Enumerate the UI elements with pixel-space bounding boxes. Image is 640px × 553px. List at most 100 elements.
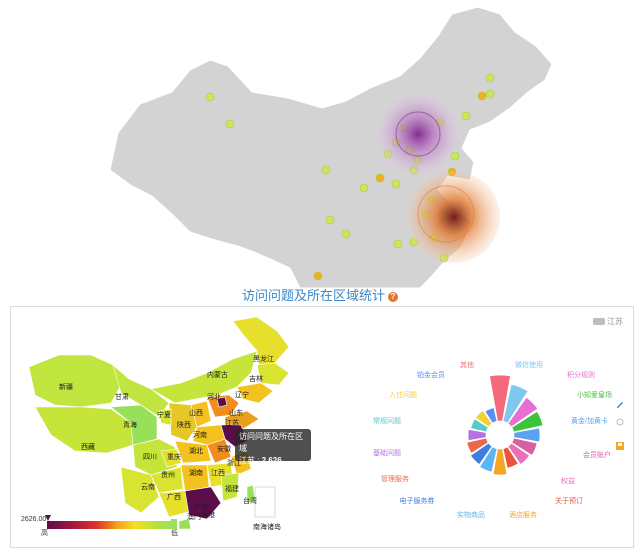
city-marker[interactable] xyxy=(325,215,335,225)
province-label: 南海诸岛 xyxy=(253,522,281,531)
province-label: 福建 xyxy=(225,484,239,493)
help-icon[interactable]: ? xyxy=(388,291,398,302)
rose-label: 铂金会员 xyxy=(417,370,445,379)
province-hunan xyxy=(180,464,210,492)
save-icon[interactable] xyxy=(615,441,625,451)
city-marker[interactable] xyxy=(485,73,495,83)
city-marker[interactable] xyxy=(341,229,351,239)
province-label: 甘肃 xyxy=(115,392,129,401)
chart-panel: 新疆 西藏 青海 甘肃 宁夏 四川 云南 重庆 贵州 广西 陕西 山西 河南 湖北 湖南 广东 江西 安徽 浙江 福建… xyxy=(10,306,634,548)
refresh-icon[interactable] xyxy=(615,417,625,427)
province-chongqing xyxy=(160,448,182,468)
rose-label: 微信使用 xyxy=(515,360,543,369)
rose-slice[interactable] xyxy=(470,418,489,433)
city-marker[interactable] xyxy=(321,165,331,175)
province-label: 台湾 xyxy=(243,496,257,505)
rose-slice[interactable] xyxy=(507,442,531,466)
province-label: 澳门 xyxy=(187,512,201,521)
rose-slice[interactable] xyxy=(484,407,498,424)
section-title: 访问问题及所在区域统计? xyxy=(0,288,640,304)
legend-item[interactable]: 江苏 xyxy=(593,316,623,327)
province-liaoning xyxy=(236,382,274,404)
city-marker[interactable] xyxy=(313,271,323,281)
scale-low-label: 低 xyxy=(171,530,178,537)
scale-max-marker[interactable] xyxy=(45,515,51,521)
province-label: 青海 xyxy=(123,420,137,429)
province-shaanxi xyxy=(168,402,198,442)
scale-min-marker[interactable] xyxy=(171,519,177,529)
city-marker[interactable] xyxy=(477,91,487,101)
city-marker[interactable] xyxy=(359,183,369,193)
rose-label: 常规问题 xyxy=(373,416,401,425)
rose-slice[interactable] xyxy=(511,410,544,433)
province-label: 广东 xyxy=(195,502,209,511)
scale-high-label: 高 xyxy=(41,530,48,537)
city-marker[interactable] xyxy=(485,89,495,99)
city-marker[interactable] xyxy=(393,239,403,249)
map-tooltip: 访问问题及所在区域 江苏 : 2,626 xyxy=(235,429,311,465)
rose-slice[interactable] xyxy=(466,437,489,454)
pencil-icon[interactable] xyxy=(615,399,625,409)
rose-slice[interactable] xyxy=(467,428,487,442)
province-label: 贵州 xyxy=(161,470,175,479)
province-ningxia xyxy=(158,408,172,426)
shanghai-ring-inner xyxy=(417,185,475,243)
province-label: 宁夏 xyxy=(157,410,171,419)
rose-slice[interactable] xyxy=(478,446,498,473)
rose-label: 基础问题 xyxy=(373,448,401,457)
province-neimenggu xyxy=(150,350,258,404)
scale-max-label: 2626.00 xyxy=(21,516,47,523)
rose-label: 酒店服务 xyxy=(509,510,537,519)
beijing-ring xyxy=(378,94,458,174)
province-fujian xyxy=(220,472,240,502)
province-xinjiang xyxy=(28,354,122,408)
province-sichuan xyxy=(132,438,178,476)
rose-label: 实物商品 xyxy=(457,510,485,519)
province-label: 江西 xyxy=(211,469,225,477)
province-yunnan xyxy=(120,466,160,514)
choropleth-map xyxy=(28,316,290,530)
province-label: 陕西 xyxy=(177,420,191,429)
rose-slice[interactable] xyxy=(502,383,529,424)
province-label: 重庆 xyxy=(167,452,181,461)
city-marker[interactable] xyxy=(391,179,401,189)
rose-slice[interactable] xyxy=(474,409,493,428)
color-scale-bar xyxy=(47,521,173,529)
province-label: 西藏 xyxy=(81,442,95,451)
province-label: 黑龙江 xyxy=(253,354,274,363)
rose-slice[interactable] xyxy=(513,427,541,443)
city-marker[interactable] xyxy=(205,92,215,102)
rose-slice[interactable] xyxy=(489,374,511,422)
section-title-text: 访问问题及所在区域统计 xyxy=(241,288,385,303)
rose-slice[interactable] xyxy=(511,437,538,457)
legend-swatch xyxy=(593,318,605,326)
province-label: 河北 xyxy=(207,393,221,401)
rose-slice[interactable] xyxy=(492,448,508,476)
province-label: 四川 xyxy=(143,453,157,461)
city-marker[interactable] xyxy=(375,173,385,183)
rose-slice[interactable] xyxy=(502,446,519,469)
rose-slice[interactable] xyxy=(507,396,539,428)
province-label: 湖南 xyxy=(189,468,203,477)
rose-label: 积分规则 xyxy=(567,370,595,379)
province-label: 山西 xyxy=(189,408,203,417)
rose-label: 会员账户 xyxy=(583,450,611,459)
tooltip-value-row: 江苏 : 2,626 xyxy=(239,456,282,465)
province-beijing xyxy=(216,396,228,408)
province-label: 湖北 xyxy=(189,446,203,455)
rose-chart xyxy=(466,374,544,476)
city-marker[interactable] xyxy=(225,119,235,129)
province-label: 河南 xyxy=(193,430,207,439)
city-marker[interactable] xyxy=(461,111,471,121)
province-label: 浙江 xyxy=(227,458,241,467)
province-label: 安徽 xyxy=(217,444,231,453)
rose-label: 关于预订 xyxy=(555,496,583,505)
province-label: 吉林 xyxy=(249,374,263,383)
province-label: 内蒙古 xyxy=(207,370,228,379)
tooltip-region: 江苏 xyxy=(239,456,255,465)
rose-label: 权益 xyxy=(561,476,575,485)
province-label: 辽宁 xyxy=(235,390,249,399)
rose-slice[interactable] xyxy=(469,442,493,466)
